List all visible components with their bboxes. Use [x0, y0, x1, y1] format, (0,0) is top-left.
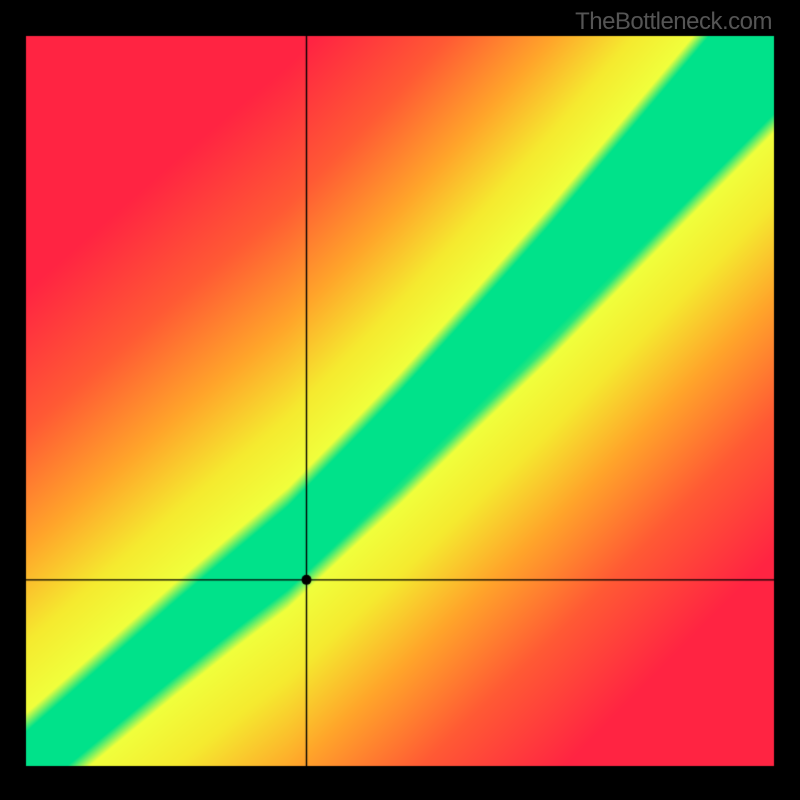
chart-container: TheBottleneck.com — [0, 0, 800, 800]
heatmap-canvas — [0, 0, 800, 800]
